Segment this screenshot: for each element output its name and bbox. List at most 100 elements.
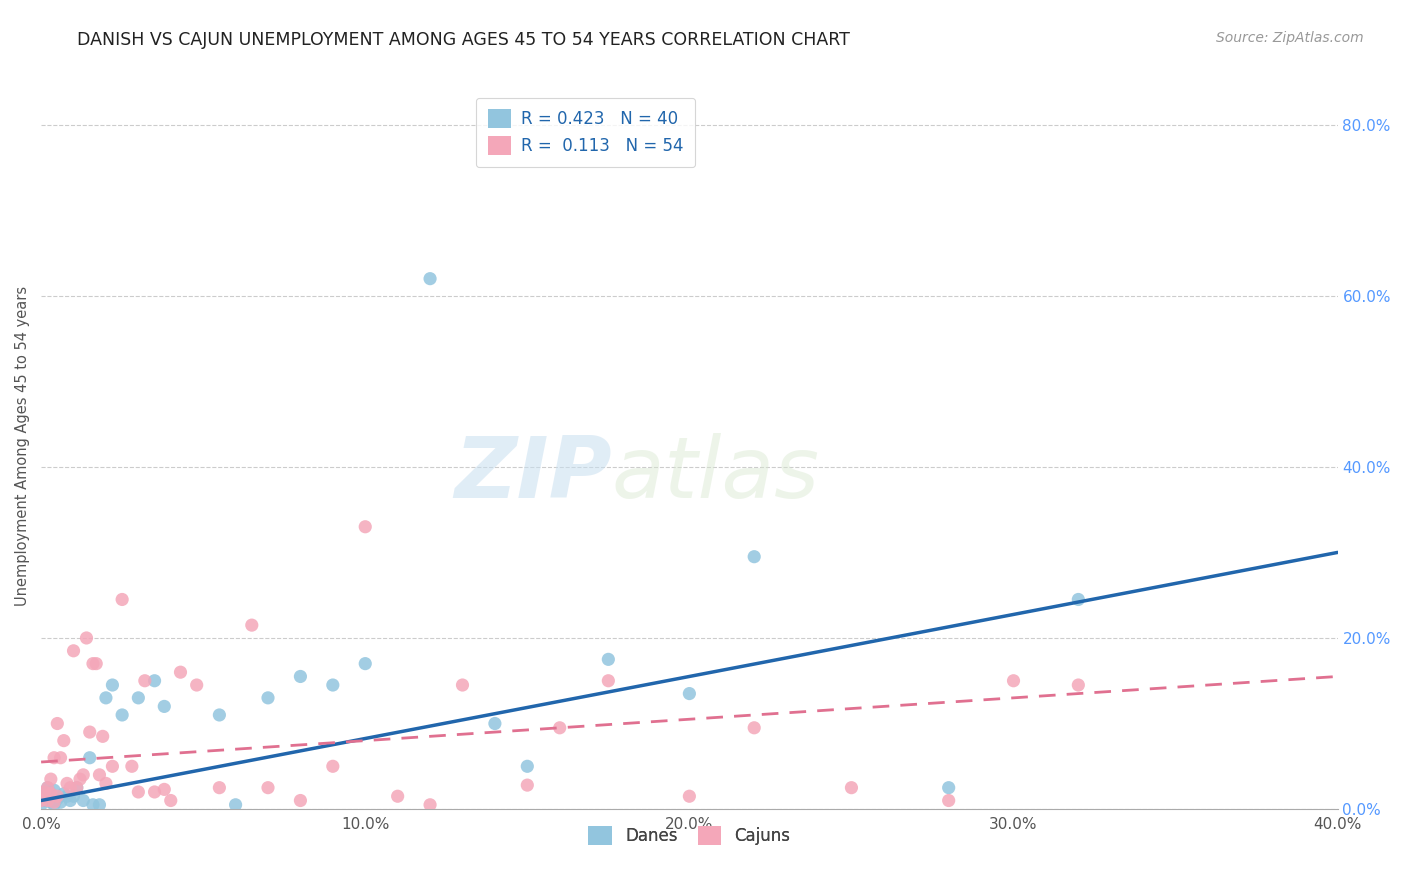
Text: atlas: atlas: [612, 434, 820, 516]
Point: [62, 789, 84, 804]
Point: [37, 789, 59, 804]
Point: [34, 785, 56, 799]
Point: [121, 759, 143, 773]
Point: [354, 657, 377, 671]
Point: [46, 716, 69, 731]
Point: [66, 780, 89, 795]
Point: [79, 750, 101, 764]
Point: [30, 797, 52, 812]
Point: [82, 657, 104, 671]
Point: [143, 673, 166, 688]
Point: [111, 708, 134, 723]
Point: [52, 733, 75, 747]
Point: [101, 759, 124, 773]
Point: [134, 673, 156, 688]
Y-axis label: Unemployment Among Ages 45 to 54 years: Unemployment Among Ages 45 to 54 years: [15, 285, 30, 606]
Point: [322, 678, 344, 692]
Point: [72, 793, 94, 807]
Point: [30, 793, 52, 807]
Point: [678, 687, 700, 701]
Point: [37, 793, 59, 807]
Point: [419, 797, 441, 812]
Point: [186, 678, 208, 692]
Point: [37, 780, 59, 795]
Point: [290, 669, 312, 683]
Point: [101, 678, 124, 692]
Point: [84, 657, 107, 671]
Point: [938, 780, 960, 795]
Point: [46, 789, 69, 804]
Point: [742, 721, 765, 735]
Point: [1067, 678, 1090, 692]
Point: [76, 631, 98, 645]
Point: [169, 665, 191, 680]
Point: [56, 789, 79, 804]
Point: [678, 789, 700, 804]
Point: [159, 793, 181, 807]
Point: [72, 768, 94, 782]
Point: [153, 782, 176, 797]
Point: [240, 618, 263, 632]
Point: [257, 690, 280, 705]
Point: [127, 785, 149, 799]
Point: [742, 549, 765, 564]
Point: [49, 795, 72, 809]
Point: [127, 690, 149, 705]
Point: [1067, 592, 1090, 607]
Point: [39, 795, 62, 809]
Point: [34, 789, 56, 804]
Text: DANISH VS CAJUN UNEMPLOYMENT AMONG AGES 45 TO 54 YEARS CORRELATION CHART: DANISH VS CAJUN UNEMPLOYMENT AMONG AGES …: [77, 31, 851, 49]
Point: [39, 772, 62, 786]
Point: [62, 644, 84, 658]
Point: [153, 699, 176, 714]
Point: [257, 780, 280, 795]
Point: [37, 780, 59, 795]
Point: [49, 750, 72, 764]
Point: [89, 768, 111, 782]
Point: [111, 592, 134, 607]
Point: [225, 797, 247, 812]
Point: [91, 730, 114, 744]
Point: [354, 520, 377, 534]
Point: [208, 780, 231, 795]
Point: [841, 780, 863, 795]
Legend: Danes, Cajuns: Danes, Cajuns: [578, 816, 800, 855]
Point: [1002, 673, 1025, 688]
Point: [598, 652, 620, 666]
Point: [34, 785, 56, 799]
Point: [208, 708, 231, 723]
Point: [94, 690, 117, 705]
Point: [42, 783, 65, 797]
Point: [42, 797, 65, 812]
Point: [89, 797, 111, 812]
Point: [387, 789, 409, 804]
Point: [82, 797, 104, 812]
Point: [52, 787, 75, 801]
Point: [39, 787, 62, 801]
Point: [66, 780, 89, 795]
Point: [94, 776, 117, 790]
Point: [69, 772, 91, 786]
Point: [516, 778, 538, 792]
Point: [322, 759, 344, 773]
Point: [56, 776, 79, 790]
Point: [59, 793, 82, 807]
Point: [59, 780, 82, 795]
Point: [938, 793, 960, 807]
Point: [548, 721, 571, 735]
Point: [290, 793, 312, 807]
Point: [79, 725, 101, 739]
Point: [34, 793, 56, 807]
Point: [419, 271, 441, 285]
Point: [42, 750, 65, 764]
Text: ZIP: ZIP: [454, 434, 612, 516]
Point: [42, 795, 65, 809]
Point: [598, 673, 620, 688]
Text: Source: ZipAtlas.com: Source: ZipAtlas.com: [1216, 31, 1364, 45]
Point: [39, 787, 62, 801]
Point: [451, 678, 474, 692]
Point: [516, 759, 538, 773]
Point: [143, 785, 166, 799]
Point: [46, 792, 69, 806]
Point: [484, 716, 506, 731]
